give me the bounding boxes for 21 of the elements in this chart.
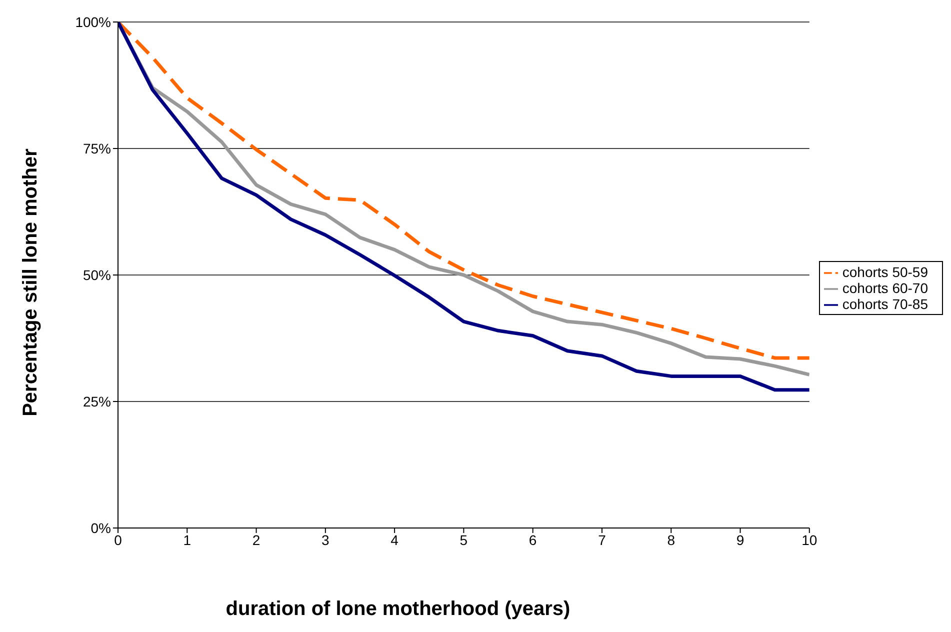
x-axis-title: duration of lone motherhood (years) <box>224 598 572 621</box>
x-tick-label: 4 <box>390 532 399 548</box>
x-tick-label: 6 <box>528 532 537 548</box>
x-tick-label: 8 <box>667 532 676 548</box>
x-tick-label: 10 <box>802 532 818 548</box>
x-tick-label: 3 <box>322 532 330 548</box>
x-tick-label: 1 <box>183 532 192 548</box>
legend-label: cohorts 70-85 <box>842 296 928 312</box>
y-tick-label: 50% <box>82 266 111 283</box>
y-tick-label: 25% <box>82 393 111 410</box>
x-tick-label: 5 <box>460 532 468 548</box>
legend-label: cohorts 50-59 <box>842 264 928 280</box>
y-axis-title: Percentage still lone mother <box>20 148 42 416</box>
x-tick-label: 9 <box>736 532 744 548</box>
y-tick-label: 100% <box>75 14 111 30</box>
x-tick-label: 2 <box>252 532 260 548</box>
legend-label: cohorts 60-70 <box>842 280 928 296</box>
x-tick-label: 7 <box>598 532 606 548</box>
x-tick-label: 0 <box>114 532 122 548</box>
y-tick-label: 0% <box>90 520 111 536</box>
y-tick-label: 75% <box>82 140 111 156</box>
